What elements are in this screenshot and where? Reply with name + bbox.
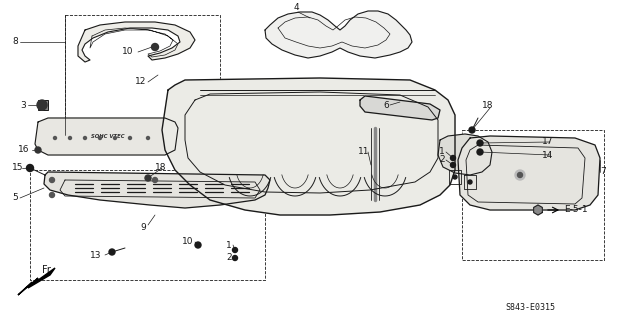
Text: 18: 18 — [155, 164, 166, 173]
Circle shape — [35, 147, 41, 153]
Circle shape — [232, 256, 237, 261]
Text: 2: 2 — [227, 254, 232, 263]
Text: 3: 3 — [20, 100, 26, 109]
Text: 11: 11 — [358, 147, 369, 157]
Bar — [65, 15, 220, 135]
Text: 4: 4 — [294, 4, 300, 12]
Text: E-5-1: E-5-1 — [564, 205, 588, 214]
Text: 9: 9 — [140, 224, 146, 233]
Polygon shape — [162, 78, 455, 215]
Circle shape — [451, 155, 456, 160]
Circle shape — [49, 177, 54, 182]
Text: 16: 16 — [18, 145, 29, 154]
Text: SOHC VTEC: SOHC VTEC — [91, 135, 125, 139]
Polygon shape — [35, 118, 178, 155]
Text: S843-E0315: S843-E0315 — [505, 303, 555, 313]
Polygon shape — [458, 136, 600, 210]
Circle shape — [469, 127, 475, 133]
Circle shape — [451, 162, 456, 167]
Text: Fr.: Fr. — [42, 265, 53, 275]
Text: 13: 13 — [90, 250, 102, 259]
Circle shape — [518, 173, 522, 177]
Circle shape — [99, 137, 102, 139]
Text: 7: 7 — [600, 167, 605, 176]
Polygon shape — [534, 205, 542, 215]
Text: 10: 10 — [182, 238, 193, 247]
Circle shape — [147, 137, 150, 139]
Circle shape — [232, 248, 237, 253]
Circle shape — [477, 149, 483, 155]
Text: 2: 2 — [440, 155, 445, 165]
Text: 10: 10 — [122, 48, 134, 56]
Circle shape — [54, 137, 56, 139]
Text: 1: 1 — [439, 147, 445, 157]
Text: 6: 6 — [383, 100, 388, 109]
Circle shape — [26, 165, 33, 172]
Circle shape — [152, 43, 159, 50]
Circle shape — [83, 137, 86, 139]
Polygon shape — [265, 11, 412, 58]
Circle shape — [113, 137, 116, 139]
Text: 17: 17 — [542, 137, 554, 146]
Circle shape — [37, 100, 47, 110]
Polygon shape — [18, 268, 55, 295]
Polygon shape — [360, 96, 440, 120]
Text: 5: 5 — [12, 194, 18, 203]
Circle shape — [109, 249, 115, 255]
Circle shape — [453, 175, 457, 179]
Circle shape — [195, 242, 201, 248]
Text: 8: 8 — [12, 38, 18, 47]
Text: 1: 1 — [227, 241, 232, 249]
Circle shape — [477, 140, 483, 146]
Bar — [30, 170, 265, 280]
Text: 15: 15 — [12, 164, 24, 173]
Bar — [38, 100, 48, 110]
Text: 12: 12 — [135, 78, 147, 86]
Circle shape — [468, 180, 472, 184]
Circle shape — [145, 175, 151, 181]
Polygon shape — [438, 134, 492, 175]
Circle shape — [49, 192, 54, 197]
Text: 14: 14 — [542, 151, 554, 160]
Polygon shape — [78, 22, 195, 62]
Circle shape — [152, 177, 157, 182]
Circle shape — [515, 170, 525, 180]
Bar — [462, 130, 604, 260]
Polygon shape — [44, 172, 270, 208]
Circle shape — [68, 137, 72, 139]
Circle shape — [129, 137, 131, 139]
Text: 18: 18 — [482, 100, 493, 109]
